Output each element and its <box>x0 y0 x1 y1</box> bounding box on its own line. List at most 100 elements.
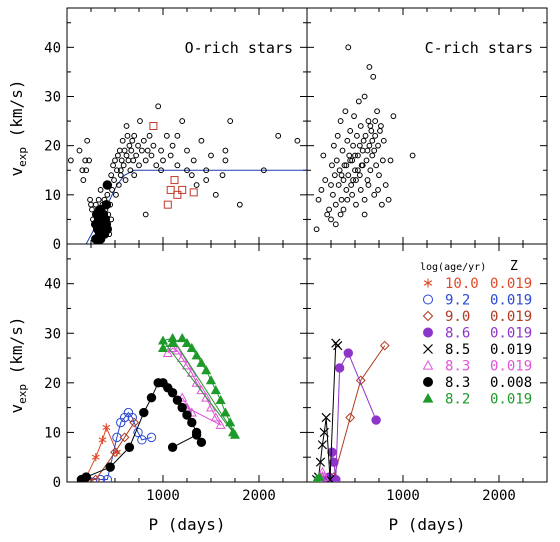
data-point <box>76 147 83 154</box>
legend-header-age: log(age/yr) <box>420 262 486 273</box>
data-point <box>167 388 178 398</box>
data-point <box>110 162 116 169</box>
data-point <box>346 152 353 159</box>
data-point <box>188 172 195 179</box>
data-point <box>375 187 381 193</box>
data-point <box>81 472 91 482</box>
data-point <box>128 147 135 154</box>
data-point <box>170 176 179 185</box>
data-point <box>380 137 387 144</box>
data-point <box>336 167 343 174</box>
data-point <box>123 152 130 159</box>
data-point <box>215 419 226 429</box>
data-point <box>91 453 100 462</box>
legend-z: 0.019 <box>490 309 532 325</box>
data-point <box>142 157 149 164</box>
data-point <box>203 167 210 174</box>
data-point <box>367 167 374 174</box>
data-point <box>108 172 115 179</box>
data-point <box>157 342 169 352</box>
y-tick-label: 0 <box>53 475 61 491</box>
data-point <box>124 442 135 452</box>
data-point <box>333 157 340 164</box>
data-point <box>355 375 366 386</box>
data-point <box>193 182 200 188</box>
legend-z: 0.019 <box>490 326 532 342</box>
data-point <box>225 417 236 427</box>
data-point <box>79 167 86 174</box>
data-point <box>382 182 389 188</box>
data-point <box>114 167 120 174</box>
data-point <box>369 137 376 144</box>
x-tick-label: 2000 <box>242 488 276 504</box>
data-point <box>131 172 138 179</box>
data-point <box>365 182 372 188</box>
legend-age: 9.0 <box>445 309 470 325</box>
data-point <box>354 152 361 159</box>
data-point <box>86 157 92 164</box>
data-point <box>146 432 157 443</box>
plot-area <box>311 338 390 482</box>
data-point <box>332 221 339 228</box>
data-point <box>109 187 116 193</box>
data-point <box>177 352 188 362</box>
data-point <box>196 437 207 448</box>
data-point <box>149 122 158 130</box>
data-point <box>110 447 120 458</box>
data-point <box>167 337 178 348</box>
data-point <box>379 157 386 164</box>
data-point <box>294 137 301 144</box>
panel-top-right: C-rich stars <box>306 7 548 245</box>
data-point <box>127 167 134 174</box>
data-point <box>150 142 157 149</box>
data-point <box>191 430 202 440</box>
data-point <box>337 118 344 124</box>
data-point <box>360 137 367 144</box>
data-point <box>189 188 198 197</box>
data-point <box>210 412 221 422</box>
plot-area <box>313 44 416 233</box>
data-point <box>354 167 361 174</box>
data-point <box>348 182 355 188</box>
data-point <box>122 177 129 183</box>
data-point <box>167 442 178 452</box>
data-point <box>101 199 112 210</box>
data-point <box>105 462 115 472</box>
data-point <box>343 162 350 169</box>
data-point <box>387 157 394 164</box>
data-point <box>205 402 217 412</box>
data-point <box>356 172 363 179</box>
data-point <box>174 132 181 139</box>
data-point <box>115 182 122 188</box>
legend-z: 0.019 <box>490 392 532 408</box>
data-point <box>322 177 329 183</box>
data-point <box>120 162 127 169</box>
data-point <box>353 177 359 183</box>
data-point <box>373 162 380 169</box>
data-point <box>409 152 416 159</box>
data-point <box>222 147 229 154</box>
data-point <box>328 182 334 188</box>
data-point <box>363 157 370 164</box>
data-point <box>317 440 327 450</box>
data-point <box>97 187 104 193</box>
data-point <box>356 142 363 149</box>
data-point <box>331 172 338 179</box>
legend-z: 0.008 <box>490 375 532 391</box>
data-point <box>201 365 212 375</box>
data-point <box>102 224 113 234</box>
data-point <box>326 206 332 213</box>
y-tick-label: 30 <box>44 326 61 342</box>
data-point <box>313 226 320 233</box>
legend-age: 9.2 <box>445 293 470 309</box>
data-point <box>335 182 342 188</box>
data-point <box>357 123 364 129</box>
data-point <box>370 73 377 80</box>
data-point <box>352 167 358 174</box>
data-point <box>190 157 197 164</box>
data-point <box>210 385 221 395</box>
data-point <box>347 128 354 134</box>
data-point <box>260 167 267 174</box>
data-point <box>124 132 131 139</box>
data-point <box>208 152 214 159</box>
